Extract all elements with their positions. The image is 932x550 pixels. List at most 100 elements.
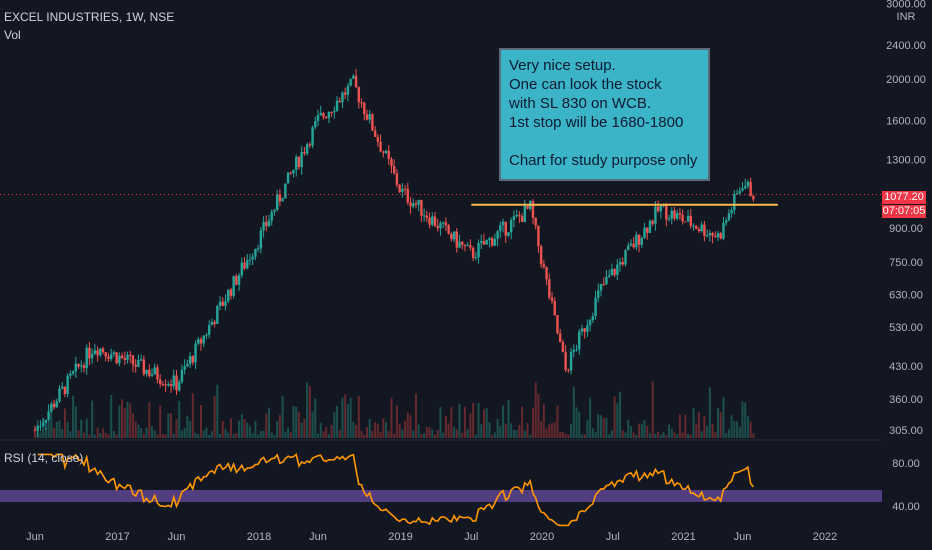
- volume-bar: [744, 402, 747, 438]
- candle-body: [346, 85, 350, 95]
- volume-bar: [180, 430, 183, 438]
- candle-body: [553, 300, 556, 316]
- candle-body: [319, 113, 322, 116]
- time-tick-label: 2022: [813, 531, 837, 543]
- candle-body: [213, 322, 216, 325]
- candle-body: [695, 225, 698, 229]
- volume-bar: [385, 422, 388, 438]
- candle-body: [69, 373, 72, 376]
- volume-bar: [300, 422, 303, 438]
- candle-body: [640, 238, 644, 245]
- volume-bar: [752, 433, 755, 438]
- volume-bar: [635, 434, 638, 438]
- volume-bar: [61, 428, 64, 438]
- volume-bar: [485, 408, 488, 438]
- candle-body: [627, 245, 630, 251]
- volume-bar: [719, 412, 722, 438]
- volume-bar: [444, 415, 447, 438]
- candle-body: [730, 209, 733, 214]
- candle-body: [618, 262, 622, 265]
- candle-body: [256, 248, 260, 250]
- candle-body: [564, 352, 567, 370]
- candle-body: [148, 369, 151, 376]
- candle-body: [71, 371, 75, 374]
- volume-bar: [545, 428, 548, 438]
- volume-bar: [678, 414, 681, 438]
- candle-body: [586, 325, 589, 332]
- price-tick-label: 2000.00: [886, 74, 926, 86]
- candle-body: [77, 363, 80, 367]
- volume-bar: [240, 414, 243, 438]
- volume-bar: [417, 424, 420, 438]
- candle-body: [243, 262, 246, 269]
- candle-body: [115, 352, 118, 364]
- volume-bar: [352, 421, 355, 438]
- candle-body: [229, 289, 233, 296]
- volume-bar: [104, 432, 107, 438]
- candle-body: [237, 275, 241, 285]
- volume-bar: [482, 409, 485, 438]
- candle-body: [88, 347, 91, 359]
- volume-bar: [50, 408, 53, 438]
- candle-body: [218, 301, 222, 307]
- volume-bar: [205, 427, 208, 438]
- time-tick-label: 2019: [388, 531, 412, 543]
- volume-bar: [736, 421, 739, 438]
- candle-body: [52, 403, 56, 408]
- volume-bar: [270, 432, 273, 438]
- candle-body: [153, 367, 156, 375]
- volume-bar: [80, 419, 83, 438]
- volume-bars: [34, 381, 755, 438]
- candle-body: [624, 250, 627, 265]
- volume-bar: [553, 422, 556, 438]
- price-tick-label: 630.00: [889, 290, 923, 302]
- volume-bar: [55, 421, 58, 438]
- volume-bar: [406, 412, 409, 438]
- volume-bar: [102, 428, 105, 438]
- candle-body: [458, 241, 461, 248]
- candle-body: [510, 220, 513, 233]
- volume-bar: [687, 433, 690, 438]
- candle-body: [450, 233, 453, 240]
- volume-bar: [172, 433, 175, 438]
- volume-bar: [376, 423, 379, 438]
- volume-bar: [496, 419, 499, 438]
- candle-body: [107, 356, 110, 359]
- candle-body: [635, 234, 638, 248]
- volume-bar: [455, 429, 458, 438]
- volume-bar: [722, 397, 725, 438]
- candle-body: [371, 114, 374, 131]
- candle-body: [463, 244, 467, 246]
- volume-bar: [583, 434, 586, 438]
- volume-bar: [126, 401, 129, 438]
- volume-bar: [96, 427, 99, 438]
- volume-bar: [224, 429, 227, 438]
- annotation-line: Very nice setup.: [509, 57, 616, 74]
- candle-body: [275, 194, 279, 210]
- candle-body: [96, 350, 99, 356]
- volume-bar: [714, 431, 717, 438]
- annotation-box[interactable]: Very nice setup. One can look the stock …: [499, 48, 710, 181]
- candle-body: [675, 213, 679, 219]
- volume-bar: [670, 428, 673, 438]
- volume-bar: [243, 419, 246, 438]
- candle-body: [273, 209, 276, 212]
- volume-bar: [287, 427, 290, 438]
- volume-bar: [643, 420, 646, 438]
- volume-bar: [74, 406, 77, 438]
- candle-body: [746, 181, 750, 186]
- candle-body: [330, 112, 333, 114]
- volume-bar: [662, 432, 665, 438]
- candle-body: [161, 383, 165, 385]
- candle-body: [305, 144, 309, 154]
- candle-body: [515, 215, 518, 217]
- volume-bar: [387, 430, 390, 438]
- candle-body: [490, 238, 494, 246]
- candle-body: [109, 354, 113, 359]
- candle-body: [55, 401, 58, 408]
- candle-body: [392, 166, 396, 174]
- volume-bar: [567, 434, 570, 438]
- volume-bar: [257, 434, 260, 438]
- volume-bar: [341, 397, 344, 438]
